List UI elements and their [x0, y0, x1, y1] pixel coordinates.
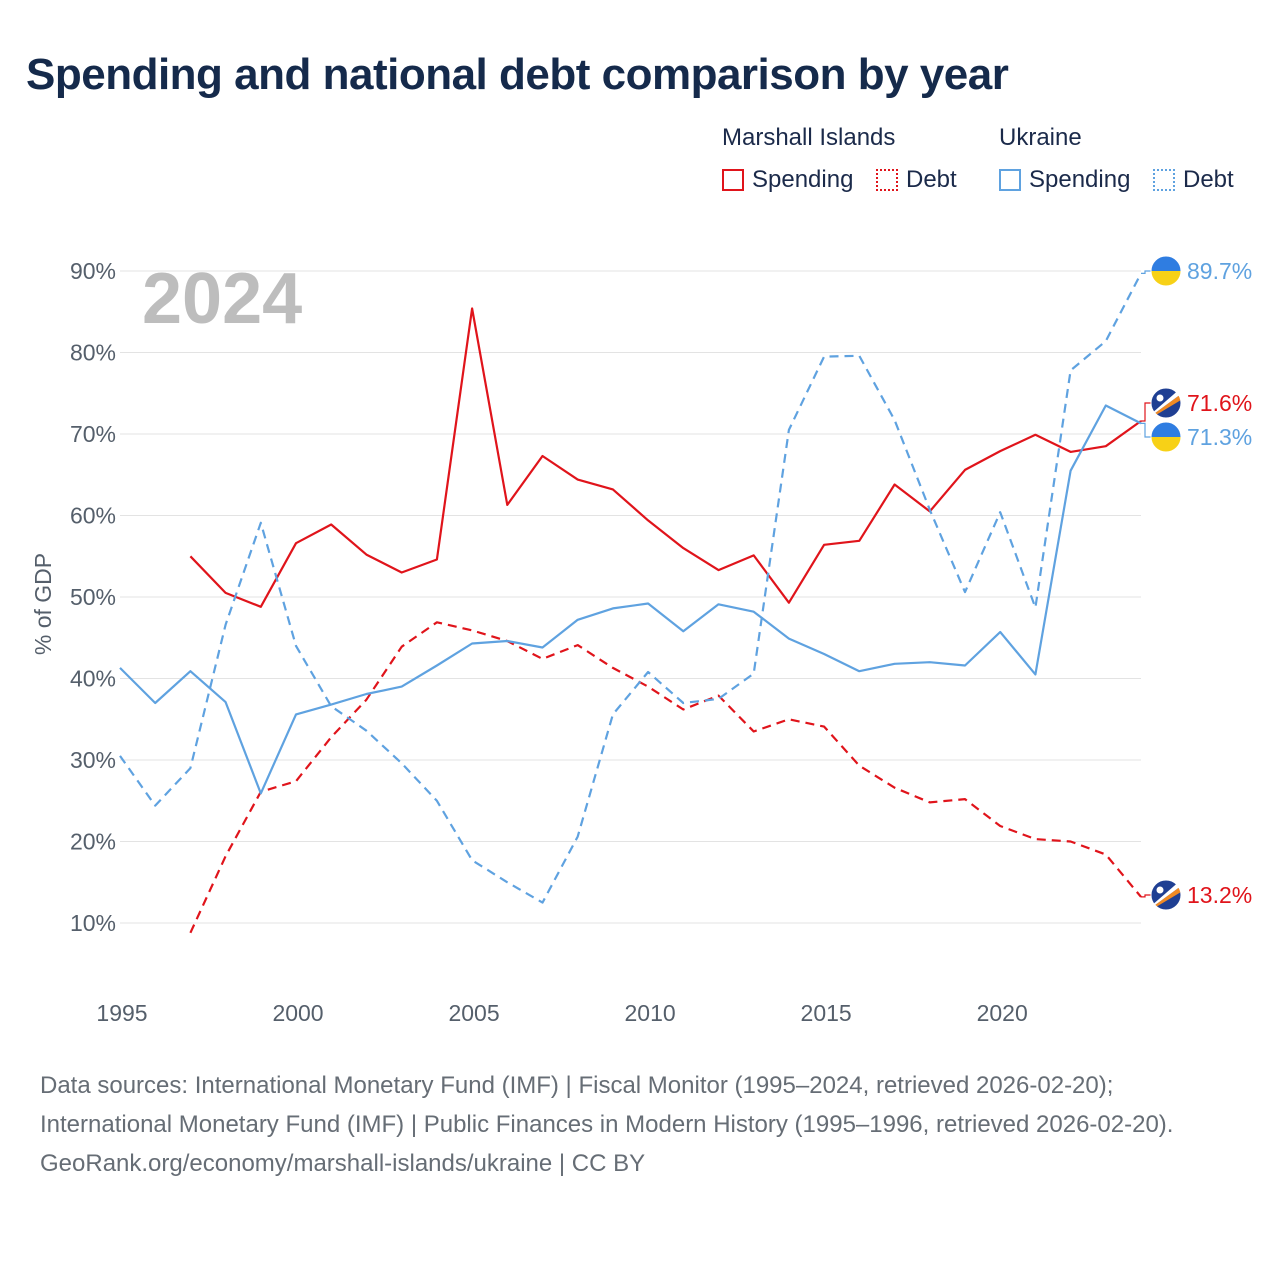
y-tick-label: 80%	[70, 340, 116, 366]
series-line-ukraine-spending[interactable]	[119, 404, 1142, 795]
x-tick-label: 1995	[96, 1000, 147, 1026]
legend-swatch-dotted-red	[876, 169, 898, 191]
y-tick-label: 70%	[70, 421, 116, 447]
end-labels: 89.7% 71.6% 71.3% 13.2%	[1141, 255, 1252, 911]
x-tick-label: 2000	[272, 1000, 323, 1026]
y-axis-ticks: 10% 20% 30% 40% 50% 60% 70% 80% 90%	[70, 258, 116, 936]
y-tick-label: 90%	[70, 258, 116, 284]
footer: Data sources: International Monetary Fun…	[40, 1066, 1240, 1183]
flag-outline	[1150, 879, 1182, 911]
x-tick-label: 2010	[625, 1000, 676, 1026]
end-label-value: 71.3%	[1187, 424, 1252, 450]
credit-link[interactable]: GeoRank.org/economy/marshall-islands/ukr…	[40, 1150, 646, 1177]
chart-title: Spending and national debt comparison by…	[26, 50, 1009, 99]
flag-outline	[1150, 387, 1182, 419]
marshall-islands-flag-icon	[1150, 387, 1182, 419]
y-tick-label: 10%	[70, 910, 116, 936]
end-label-connector	[1141, 270, 1151, 274]
end-label-value: 89.7%	[1187, 258, 1252, 284]
data-sources: Data sources: International Monetary Fun…	[40, 1072, 1174, 1138]
year-watermark: 2024	[142, 259, 302, 339]
y-tick-label: 50%	[70, 584, 116, 610]
legend-group-marshall-islands: Marshall Islands	[722, 124, 896, 151]
flag-outline	[1150, 421, 1182, 453]
legend-group-ukraine: Ukraine	[999, 124, 1082, 151]
legend-item-marshall-spending[interactable]: Spending	[722, 166, 853, 194]
legend-label: Spending	[752, 166, 854, 193]
line-chart: 10% 20% 30% 40% 50% 60% 70% 80% 90% 1995 2000 2005…	[30, 255, 1252, 1026]
legend-swatch-solid-blue	[999, 169, 1021, 191]
end-label-connector	[1141, 402, 1151, 422]
series-lines	[119, 272, 1142, 934]
y-tick-label: 60%	[70, 503, 116, 529]
legend-item-ukraine-spending[interactable]: Spending	[999, 166, 1130, 194]
legend-label: Debt	[906, 166, 957, 193]
ukraine-flag-icon	[1150, 421, 1182, 453]
y-tick-label: 20%	[70, 829, 116, 855]
y-axis-label: % of GDP	[30, 553, 56, 655]
end-label-connector	[1141, 894, 1151, 898]
x-tick-label: 2005	[448, 1000, 499, 1026]
series-line-marshall-islands-debt[interactable]	[189, 621, 1142, 934]
series-line-marshall-islands-spending[interactable]	[189, 307, 1142, 608]
legend-swatch-solid-red	[722, 169, 744, 191]
end-label-connector	[1141, 422, 1151, 438]
marshall-islands-flag-icon	[1150, 879, 1182, 911]
legend-item-ukraine-debt[interactable]: Debt	[1153, 166, 1234, 194]
legend-item-marshall-debt[interactable]: Debt	[876, 166, 957, 194]
legend-label: Spending	[1029, 166, 1131, 193]
gridlines	[120, 270, 1141, 924]
flag-outline	[1150, 255, 1182, 287]
end-label-value: 13.2%	[1187, 882, 1252, 908]
y-tick-label: 40%	[70, 666, 116, 692]
ukraine-flag-icon	[1150, 255, 1182, 287]
legend-label: Debt	[1183, 166, 1234, 193]
end-label-value: 71.6%	[1187, 390, 1252, 416]
y-tick-label: 30%	[70, 747, 116, 773]
series-line-ukraine-debt[interactable]	[119, 272, 1142, 904]
x-axis-ticks: 1995 2000 2005 2010 2015 2020	[96, 1000, 1027, 1026]
x-tick-label: 2020	[977, 1000, 1028, 1026]
legend-swatch-dotted-blue	[1153, 169, 1175, 191]
x-tick-label: 2015	[801, 1000, 852, 1026]
